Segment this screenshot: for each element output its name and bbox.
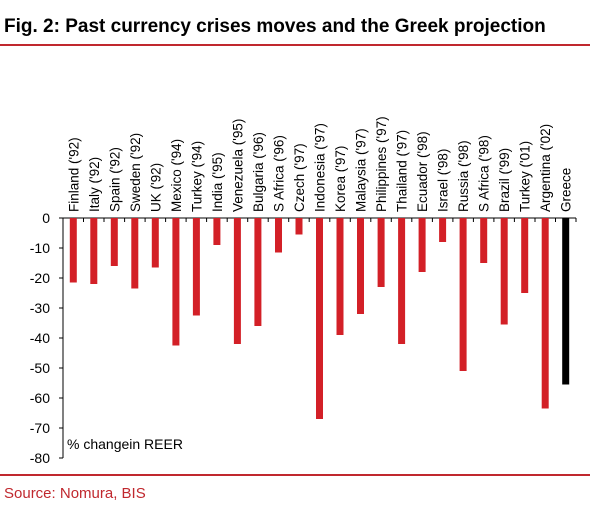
bar	[336, 218, 344, 335]
footer-rule	[0, 474, 590, 476]
x-tick-label: Thailand ('97)	[395, 130, 410, 212]
x-tick-label: Sweden ('92)	[128, 133, 143, 212]
x-tick-label: Spain ('92)	[107, 147, 122, 212]
axis-annotation: % changein REER	[67, 436, 183, 452]
bar	[69, 218, 77, 283]
bar	[131, 218, 139, 289]
bar	[459, 218, 467, 371]
x-tick-label: Malaysia ('97)	[354, 128, 369, 212]
bar	[213, 218, 221, 245]
bar	[110, 218, 118, 266]
bar	[316, 218, 323, 419]
x-tick-label: Russia ('98)	[456, 140, 471, 212]
x-tick-label: Czech ('97)	[292, 143, 307, 212]
x-tick-label: S Africa ('96)	[271, 135, 286, 212]
bar	[357, 218, 364, 314]
y-tick-label: -80	[30, 450, 50, 466]
x-tick-label: Korea ('97)	[333, 146, 348, 212]
x-tick-label: Venezuela ('95)	[230, 119, 245, 212]
bar	[439, 218, 447, 242]
bar	[541, 218, 549, 409]
y-tick-label: -40	[30, 330, 50, 346]
title-rule	[0, 44, 590, 46]
bar	[90, 218, 98, 284]
y-tick-label: -70	[30, 420, 50, 436]
x-tick-label: S Africa ('98)	[477, 135, 492, 212]
bar	[295, 218, 303, 235]
x-tick-label: Ecuador ('98)	[415, 131, 430, 212]
x-tick-label: Brazil ('99)	[497, 148, 512, 212]
x-tick-label: Indonesia ('97)	[313, 123, 328, 212]
x-tick-label: UK ('92)	[148, 163, 163, 212]
x-tick-label: Greece	[559, 168, 574, 212]
x-tick-label: Philippines ('97)	[374, 116, 389, 212]
chart-title: Fig. 2: Past currency crises moves and t…	[4, 16, 546, 37]
x-tick-label: Turkey ('94)	[189, 141, 204, 212]
bar	[398, 218, 406, 344]
source-note: Source: Nomura, BIS	[4, 485, 146, 502]
bar	[377, 218, 385, 287]
x-tick-label: Turkey ('01)	[518, 141, 533, 212]
y-tick-label: -10	[30, 240, 50, 256]
y-tick-label: 0	[42, 210, 50, 226]
x-tick-label: Finland ('92)	[66, 137, 81, 212]
bar	[521, 218, 529, 293]
x-tick-label: Israel ('98)	[436, 149, 451, 212]
bar	[151, 218, 159, 268]
bar	[500, 218, 508, 325]
x-tick-label: Bulgaria ('96)	[251, 132, 266, 212]
x-tick-label: India ('95)	[210, 152, 225, 212]
y-tick-label: -50	[30, 360, 50, 376]
bar	[275, 218, 282, 253]
y-tick-label: -20	[30, 270, 50, 286]
x-tick-label: Mexico ('94)	[169, 139, 184, 212]
bar	[172, 218, 180, 346]
bar	[254, 218, 262, 326]
bar	[233, 218, 241, 344]
y-tick-label: -60	[30, 390, 50, 406]
x-tick-label: Italy ('92)	[87, 157, 102, 212]
x-tick-label: Argentina ('02)	[538, 124, 553, 212]
y-tick-label: -30	[30, 300, 50, 316]
bar	[562, 218, 570, 385]
bar	[192, 218, 200, 316]
bar	[418, 218, 426, 272]
bar	[480, 218, 488, 263]
